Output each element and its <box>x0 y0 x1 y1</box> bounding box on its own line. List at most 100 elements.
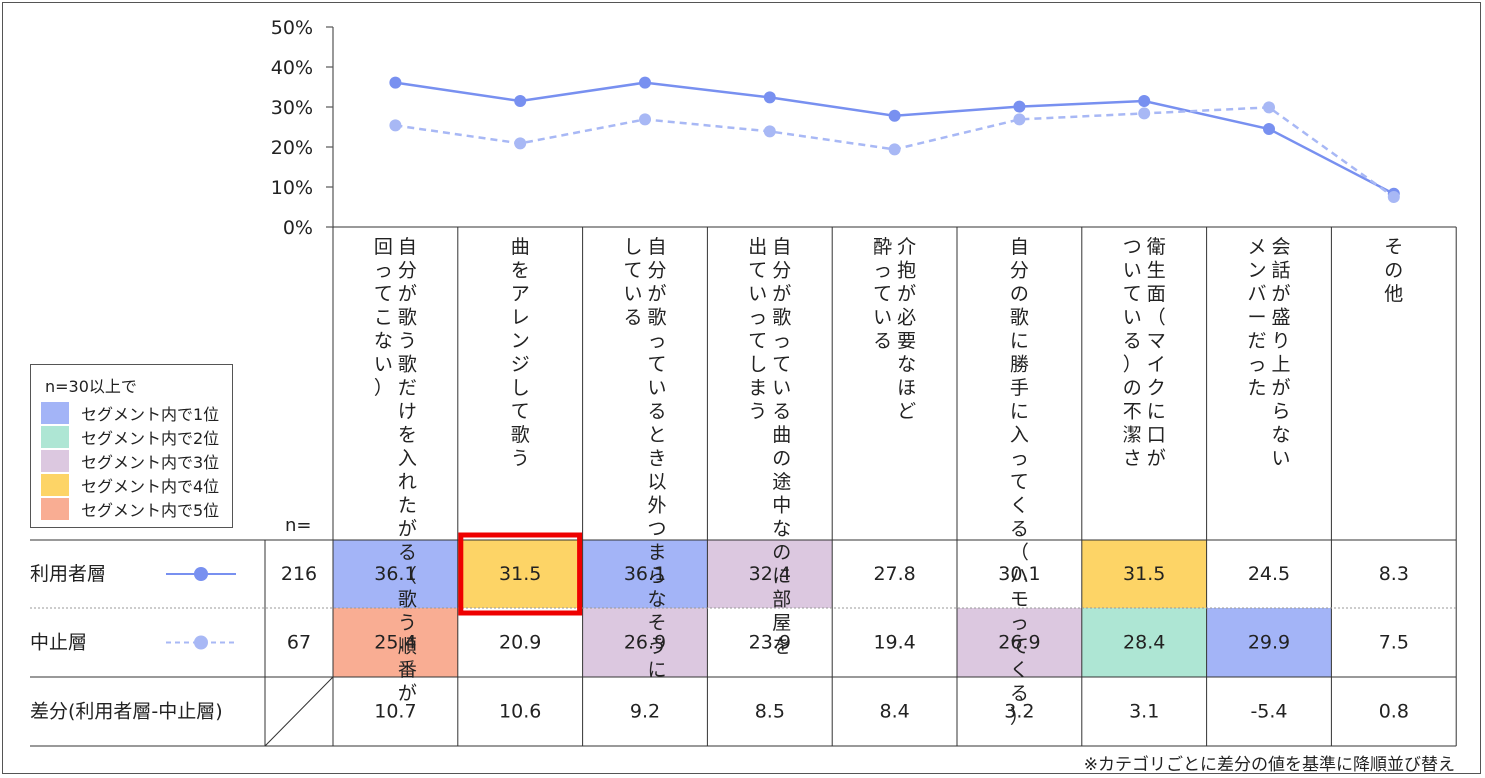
value-cell: 20.9 <box>499 632 541 654</box>
category-label-char: 自 <box>398 236 417 258</box>
category-label-char: 歌 <box>398 589 417 611</box>
rank-cell-bg <box>1206 608 1332 677</box>
value-cell: 29.9 <box>1248 632 1290 654</box>
value-cell: 24.5 <box>1248 563 1290 585</box>
category-label-char: が <box>398 683 417 705</box>
category-label-char: ハ <box>1010 565 1029 587</box>
legend-swatch <box>41 450 69 472</box>
category-label-char: た <box>398 495 417 517</box>
category-label-char: だ <box>1247 330 1266 352</box>
category-label-char: ほ <box>897 377 916 399</box>
category-label-char: く <box>1010 659 1029 681</box>
legend-item-rank1: セグメント内で1位 <box>41 401 219 425</box>
category-label-char: ア <box>511 283 530 305</box>
data-point-stopped <box>888 143 901 156</box>
data-point-users <box>1263 123 1275 135</box>
category-label-char: 以 <box>647 471 666 493</box>
category-label-char: が <box>1147 448 1166 470</box>
category-label-char: う <box>398 612 417 634</box>
category-label-char: 衛 <box>1147 236 1166 258</box>
category-label-char: 不 <box>1123 401 1142 423</box>
y-tick-label: 50% <box>271 17 313 39</box>
legend-swatch <box>41 402 69 424</box>
legend-label: セグメント内で5位 <box>81 501 220 520</box>
category-label-char: が <box>398 518 417 540</box>
category-label-char: 抱 <box>897 260 916 282</box>
category-label-char: 分 <box>1010 260 1029 282</box>
category-label-char: 順 <box>398 636 417 658</box>
category-label-char: な <box>897 354 916 376</box>
category-label-char: 曲 <box>511 236 530 258</box>
rank-cell-bg <box>333 608 458 677</box>
category-label-char: っ <box>772 330 791 352</box>
category-label-char: 部 <box>772 589 791 611</box>
category-label-char: い <box>1271 448 1290 470</box>
category-label-char: マ <box>1147 330 1166 352</box>
category-label-char: る <box>623 307 642 329</box>
category-label-char: 中 <box>772 495 791 517</box>
category-label-char: を <box>772 636 791 658</box>
legend: n=30以上で セグメント内で1位 セグメント内で2位 セグメント内で3位 セグ… <box>30 364 233 528</box>
category-label-char: の <box>1384 260 1403 282</box>
legend-label: セグメント内で2位 <box>81 429 220 448</box>
row-label-diff: 差分(利用者層-中止層) <box>30 701 223 723</box>
data-point-stopped <box>1013 113 1026 126</box>
data-point-stopped <box>1138 107 1151 120</box>
category-label-char: る <box>1123 330 1142 352</box>
series-line-users <box>395 81 1395 195</box>
category-label-char: レ <box>511 307 530 329</box>
category-label-char: ） <box>1123 354 1142 376</box>
value-cell: 26.9 <box>624 632 666 654</box>
row-label-users: 利用者層 <box>30 563 106 585</box>
value-cell: 23.9 <box>749 632 791 654</box>
category-label-char: ン <box>1247 260 1266 282</box>
value-cell: 36.1 <box>624 563 666 585</box>
category-label-char: の <box>1010 283 1029 305</box>
category-label-char: つ <box>647 518 666 540</box>
value-cell: 32.4 <box>749 563 791 585</box>
rank-cell-bg <box>582 540 708 608</box>
category-label-char: そ <box>1384 236 1403 258</box>
category-label-char: 途 <box>772 471 791 493</box>
category-label-char: り <box>1271 330 1290 352</box>
data-point-users <box>514 95 527 107</box>
legend-label: セグメント内で4位 <box>81 477 220 496</box>
category-label-char: 番 <box>398 659 417 681</box>
category-label-char: を <box>398 424 417 446</box>
category-label-char: 出 <box>748 236 767 258</box>
category-label-char: 歌 <box>772 307 791 329</box>
category-label-char: て <box>1123 283 1142 305</box>
category-label-char: る <box>1010 518 1029 540</box>
diff-cell: 3.1 <box>1129 701 1159 723</box>
category-label-char: の <box>772 542 791 564</box>
category-label-char: ） <box>374 377 393 399</box>
category-label-char: 口 <box>1147 424 1166 446</box>
category-label-char: て <box>873 283 892 305</box>
category-label-char: 上 <box>1271 354 1290 376</box>
category-label-char: の <box>1123 377 1142 399</box>
category-label-char: 生 <box>1147 260 1166 282</box>
rank-cell-bg <box>333 540 458 608</box>
category-label-char: る <box>772 401 791 423</box>
category-label-char: ま <box>748 377 767 399</box>
category-label-char: い <box>623 283 642 305</box>
data-point-users <box>389 76 402 89</box>
value-cell: 19.4 <box>873 632 915 654</box>
data-point-stopped <box>514 137 527 150</box>
category-label-char: ら <box>647 565 666 587</box>
data-point-users <box>1013 100 1026 113</box>
category-label-char: （ <box>1010 542 1029 564</box>
rank-cell-bg <box>1081 608 1207 677</box>
data-point-stopped <box>763 125 776 138</box>
value-cell: 8.3 <box>1379 563 1409 585</box>
category-label-char: し <box>748 354 767 376</box>
data-point-users <box>1138 95 1151 107</box>
category-label-char: け <box>398 401 417 423</box>
category-label-char: れ <box>398 471 417 493</box>
category-label-char: い <box>1123 260 1142 282</box>
category-label-char: 潔 <box>1123 424 1142 446</box>
data-point-users <box>763 91 776 104</box>
category-label-char: 入 <box>1010 424 1029 446</box>
category-label-char: 分 <box>398 260 417 282</box>
category-label-char: （ <box>1147 307 1166 329</box>
